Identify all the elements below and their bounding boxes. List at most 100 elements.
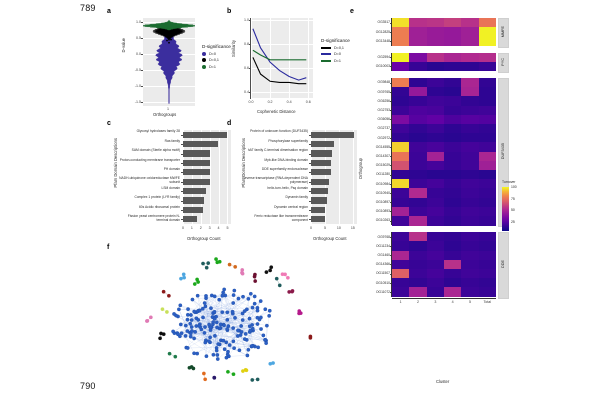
panel-e-row-label: OG2972	[377, 135, 390, 140]
panel-e-cell	[409, 197, 428, 208]
panel-e-cell	[478, 206, 497, 217]
panel-b-y-tick: 1.0	[244, 18, 249, 23]
panel-b-y-tick: 0.4	[244, 90, 249, 95]
panel-e-cell	[392, 188, 410, 198]
panel-c-bar	[183, 131, 228, 138]
panel-e-cell	[461, 259, 480, 270]
panel-e-cell	[392, 78, 410, 88]
panel-e-cell	[461, 124, 480, 134]
panel-e-cell	[444, 241, 462, 251]
panel-e-cell	[426, 216, 445, 226]
panel-e-cell	[444, 78, 462, 88]
panel-e-cell	[409, 269, 428, 279]
panel-e-cell	[444, 216, 462, 226]
panel-e-row-label: OG10003	[375, 64, 390, 69]
panel-a-y-tick: 0.5	[136, 36, 141, 40]
panel-e-cell	[444, 170, 462, 180]
panel-e-cell	[461, 105, 480, 116]
panel-e-cell	[478, 151, 497, 162]
panel-e-cell	[461, 170, 480, 180]
panel-e-facet-label-text: DDE	[500, 260, 505, 269]
panel-b-x-tick: 0.4	[286, 100, 292, 104]
panel-e-cell	[444, 179, 462, 189]
panel-b: b 0.0 0.2 0.4 0.6 Cophenetic Distance Simil…	[225, 8, 375, 120]
panel-e-cell	[392, 160, 410, 171]
panel-e-cell	[392, 241, 410, 251]
panel-d-category-label: Dynamin central region	[274, 204, 308, 209]
figure-container: a 1 Orthogroups D-value D-significance D…	[105, 8, 595, 394]
panel-e-cell	[478, 269, 497, 279]
panel-e-facet-label-text: PYC	[500, 57, 505, 66]
panel-e-cell	[444, 52, 462, 63]
panel-c-x-tick: 1	[190, 226, 193, 230]
panel-c-x-tick: 2	[199, 226, 202, 230]
panel-e-row-label: OG1460	[377, 253, 390, 257]
panel-c-bar	[183, 206, 204, 213]
panel-e-row-label: OG11507	[375, 271, 390, 276]
panel-d-bar	[311, 140, 335, 148]
panel-e-cell	[461, 142, 480, 152]
panel-e-x-axis-title: Cluster	[436, 379, 450, 384]
panel-c-category-label: NADH-ubiquinone oxidoreductase MWFE subu…	[119, 176, 180, 184]
panel-a-violin	[143, 20, 195, 104]
panel-b-legend-swatch	[321, 46, 331, 49]
panel-e-row-label: OG6056	[377, 117, 390, 122]
panel-e-cell	[444, 269, 462, 279]
panel-d-bar	[311, 197, 327, 204]
panel-e-cell	[409, 18, 428, 28]
panel-e-cell	[444, 18, 462, 28]
panel-e-row-label: OG15029	[375, 163, 390, 168]
panel-e-cell	[461, 179, 480, 189]
panel-e-cell	[478, 216, 497, 226]
panel-b-x-tick: 0.2	[267, 100, 273, 104]
panel-e-cell	[409, 87, 428, 97]
panel-e-cell	[392, 36, 410, 46]
panel-e-cell	[409, 241, 428, 251]
panel-e-cell	[409, 27, 428, 37]
panel-a-legend-swatch	[202, 58, 206, 62]
panel-e-x-tick: 1	[399, 299, 402, 304]
panel-a-legend: D-significance D=0 D=0,1 D=1	[202, 44, 231, 69]
panel-e-cell	[478, 142, 497, 152]
panel-e-legend-tick: 100	[511, 185, 517, 189]
panel-e-cell	[409, 96, 428, 106]
panel-d-category-label: DDE superfamily endonuclease	[261, 166, 308, 171]
panel-e-cell	[392, 27, 410, 37]
panel-e-row-label: OG10984	[375, 181, 390, 186]
panel-b-plot-background	[251, 18, 313, 98]
panel-e-facet-label-text: DUF3435	[500, 143, 505, 160]
panel-e-cell	[444, 259, 462, 270]
panel-e-cell	[392, 250, 410, 261]
panel-d-category-label: Dynamin family	[285, 195, 308, 200]
panel-e-cell	[409, 105, 428, 116]
panel-a-legend-item: D=1	[202, 64, 231, 69]
panel-e-cell	[426, 269, 445, 279]
panel-d-x-tick: 10	[336, 226, 341, 230]
panel-b-y-axis-title: Similarity	[231, 40, 236, 57]
panel-e-cell	[444, 133, 462, 143]
panel-a-x-axis-title: Orthogroups	[153, 112, 177, 117]
panel-d: d Protein of unknown function (DUF3435) P…	[225, 120, 360, 242]
panel-e-cell	[461, 188, 480, 198]
panel-e-legend-tick: 75	[511, 196, 515, 201]
panel-e-heatmap: OG3517 OG12825 OG13448 MMFE OG2594 OG10003 PYC…	[350, 8, 595, 388]
panel-a-legend-label: D=0,1	[209, 58, 219, 62]
panel-a-legend-swatch	[202, 51, 206, 56]
panel-d-bar	[311, 131, 355, 138]
panel-e-cell	[409, 114, 428, 125]
panel-c-bar	[183, 159, 210, 166]
panel-e-cell	[409, 170, 428, 180]
panel-c-category-label: 60s Acidic ribosomal protein	[138, 204, 180, 209]
panel-e: e OG3517 OG12825 OG13448 MMFE OG2594 OG10003 P…	[350, 8, 595, 388]
panel-b-legend-title: D-significance	[321, 38, 350, 43]
panel-d-x-axis-title: Orthogroup Count	[313, 236, 347, 241]
panel-e-x-tick: 4	[451, 299, 454, 304]
panel-d-category-label: Reverse transcriptase (RNA-dependent DNA…	[242, 176, 308, 184]
panel-e-cell	[444, 160, 462, 171]
panel-c-category-label: LSM domain	[161, 185, 180, 190]
panel-e-cell	[461, 232, 480, 242]
panel-e-cell	[426, 18, 445, 28]
panel-d-category-label: Phosphorylase superfamily	[268, 138, 308, 143]
panel-f-label: f	[107, 244, 110, 251]
panel-a-legend-title: D-significance	[202, 44, 231, 49]
